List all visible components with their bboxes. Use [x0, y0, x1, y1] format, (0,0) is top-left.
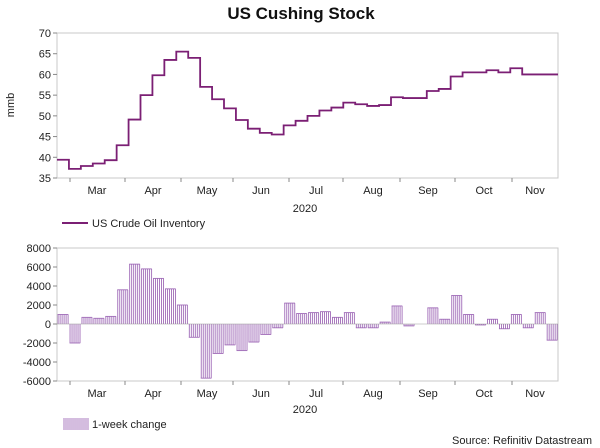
- top-month-label: Nov: [525, 185, 545, 197]
- top-month-label: Oct: [475, 185, 492, 197]
- change-bar: [391, 305, 403, 324]
- top-month-label: Jun: [252, 185, 270, 197]
- change-bar: [260, 324, 272, 335]
- top-plot-frame: [56, 32, 559, 179]
- top-ytick-label: 65: [39, 49, 51, 61]
- change-bar: [224, 324, 236, 346]
- change-bar: [463, 314, 475, 324]
- bottom-ytick-label: 6000: [27, 262, 51, 274]
- change-bar: [117, 289, 129, 324]
- top-ytick-label: 45: [39, 132, 51, 144]
- top-month-label: May: [197, 185, 218, 197]
- change-bar: [248, 324, 260, 343]
- bottom-ytick-label: -6000: [23, 376, 51, 388]
- change-bar: [355, 324, 367, 329]
- change-bar: [296, 313, 308, 324]
- change-bar: [188, 324, 200, 338]
- top-ytick-label: 50: [39, 111, 51, 123]
- change-bar: [510, 314, 522, 324]
- top-legend-label: US Crude Oil Inventory: [92, 218, 206, 230]
- bottom-month-label: Nov: [525, 388, 545, 400]
- bottom-legend-swatch: [63, 418, 89, 430]
- change-bar: [522, 324, 534, 329]
- bottom-ytick-label: 8000: [27, 243, 51, 255]
- top-xlabel: 2020: [293, 203, 317, 215]
- inventory-line: [57, 50, 558, 170]
- bottom-month-label: Aug: [363, 388, 383, 400]
- top-month-label: Mar: [88, 185, 107, 197]
- bottom-month-label: May: [197, 388, 218, 400]
- change-bar: [176, 304, 188, 324]
- change-bar: [403, 324, 415, 327]
- top-ytick-label: 70: [39, 28, 51, 40]
- bottom-legend-label: 1-week change: [92, 419, 167, 431]
- bottom-month-label: Oct: [475, 388, 492, 400]
- change-bar: [534, 312, 546, 324]
- change-bar: [498, 324, 510, 330]
- top-ytick-label: 60: [39, 69, 51, 81]
- top-month-label: Jul: [309, 185, 323, 197]
- top-month-label: Sep: [418, 185, 438, 197]
- change-bar: [331, 316, 343, 324]
- bottom-bar-plot: -6000 -4000 -2000 0 2000 4000 6000 8000 Mar Apr M…: [23, 243, 559, 416]
- change-bar: [308, 312, 320, 324]
- bottom-month-label: Sep: [418, 388, 438, 400]
- change-bar: [105, 315, 117, 324]
- bottom-month-label: Mar: [88, 388, 107, 400]
- change-bar: [236, 324, 248, 352]
- change-bar: [93, 317, 105, 324]
- top-ytick-label: 40: [39, 152, 51, 164]
- change-bar: [320, 311, 331, 324]
- bottom-ytick-label: 2000: [27, 300, 51, 312]
- bottom-month-label: Jun: [252, 388, 270, 400]
- top-ytick-label: 35: [39, 173, 51, 185]
- change-bar: [546, 324, 558, 341]
- change-bar: [451, 295, 463, 324]
- top-month-label: Aug: [363, 185, 383, 197]
- top-ytick-label: 55: [39, 90, 51, 102]
- bottom-ytick-label: -2000: [23, 338, 51, 350]
- change-bar: [343, 312, 355, 324]
- bottom-month-label: Apr: [144, 388, 161, 400]
- change-bar: [141, 268, 153, 324]
- change-bar: [57, 314, 69, 324]
- bottom-legend: 1-week change: [63, 418, 167, 431]
- bottom-ytick-label: 4000: [27, 281, 51, 293]
- change-bar: [272, 324, 284, 329]
- top-month-label: Apr: [144, 185, 161, 197]
- change-bar: [379, 321, 391, 324]
- change-bar: [367, 324, 379, 329]
- top-line-plot: 35 40 45 50 55 60 65 70 Mar Apr May Jun Jul Aug Sep Oc…: [5, 28, 559, 215]
- change-bar: [200, 324, 212, 379]
- change-bar: [164, 288, 176, 324]
- change-bar: [81, 316, 93, 324]
- change-bar: [284, 302, 296, 324]
- change-bar: [153, 277, 164, 324]
- bottom-xlabel: 2020: [293, 404, 317, 416]
- top-ylabel: mmb: [5, 93, 17, 117]
- bottom-ytick-label: 0: [45, 319, 51, 331]
- chart-title: US Cushing Stock: [227, 4, 375, 23]
- change-bar: [439, 318, 451, 324]
- change-bar: [69, 324, 81, 344]
- top-legend: US Crude Oil Inventory: [62, 218, 206, 230]
- change-bar: [427, 307, 439, 324]
- change-bar: [212, 324, 224, 354]
- bottom-month-label: Jul: [309, 388, 323, 400]
- change-bar: [129, 263, 141, 324]
- bottom-plot-frame: [56, 247, 559, 382]
- bottom-ytick-label: -4000: [23, 357, 51, 369]
- source-note: Source: Refinitiv Datastream: [452, 435, 592, 447]
- change-bar: [487, 318, 498, 324]
